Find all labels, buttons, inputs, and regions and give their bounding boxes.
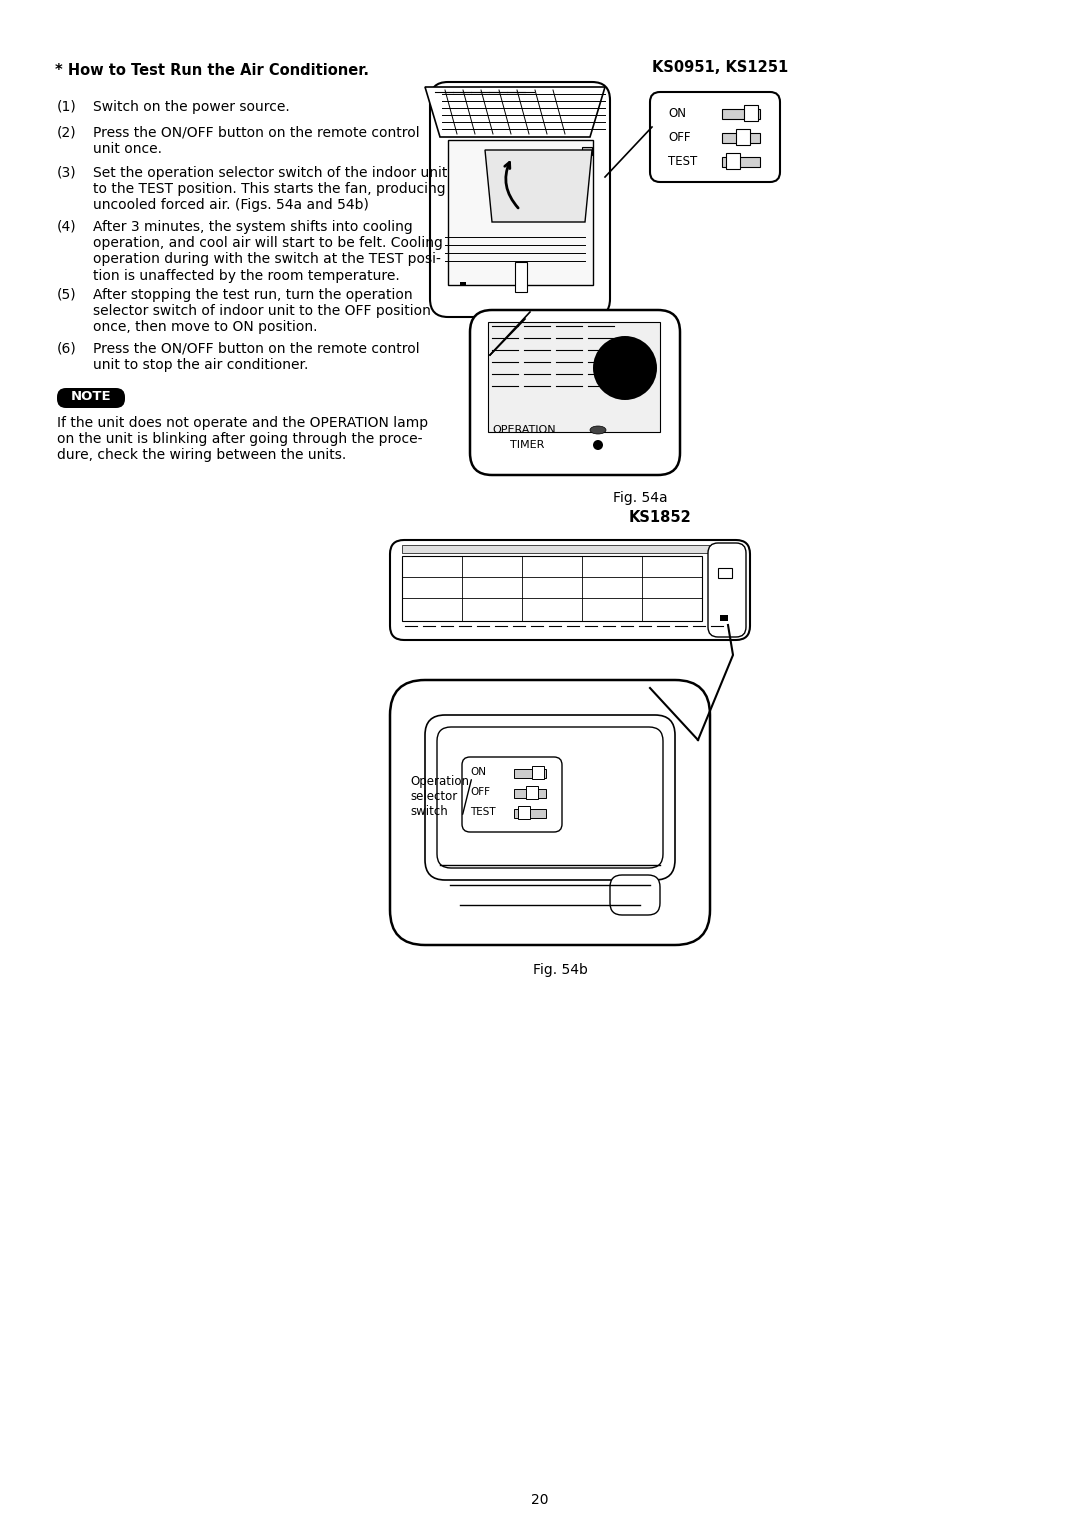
Bar: [515, 261, 527, 292]
Bar: [402, 556, 702, 620]
Text: OFF: OFF: [470, 787, 490, 798]
Text: ON: ON: [669, 107, 686, 121]
Text: TIMER: TIMER: [510, 440, 544, 451]
Text: If the unit does not operate and the OPERATION lamp
on the unit is blinking afte: If the unit does not operate and the OPE…: [57, 416, 428, 463]
Text: After 3 minutes, the system shifts into cooling
operation, and cool air will sta: After 3 minutes, the system shifts into …: [93, 220, 443, 283]
Text: Press the ON/OFF button on the remote control
unit once.: Press the ON/OFF button on the remote co…: [93, 125, 420, 156]
Bar: [514, 788, 546, 798]
Text: TEST: TEST: [669, 154, 698, 168]
Text: Fig. 54a: Fig. 54a: [612, 490, 667, 504]
Bar: [744, 105, 758, 121]
Bar: [518, 805, 530, 819]
Bar: [723, 108, 760, 119]
Bar: [514, 769, 546, 778]
Bar: [726, 153, 740, 170]
Bar: [582, 147, 592, 154]
Text: (2): (2): [57, 125, 77, 141]
FancyBboxPatch shape: [390, 539, 750, 640]
Text: After stopping the test run, turn the operation
selector switch of indoor unit t: After stopping the test run, turn the op…: [93, 287, 431, 335]
Bar: [723, 157, 760, 167]
Text: Press the ON/OFF button on the remote control
unit to stop the air conditioner.: Press the ON/OFF button on the remote co…: [93, 342, 420, 373]
FancyBboxPatch shape: [437, 727, 663, 868]
Text: Operation
selector
switch: Operation selector switch: [410, 775, 469, 817]
FancyBboxPatch shape: [430, 83, 610, 316]
Text: KS1852: KS1852: [629, 510, 691, 526]
Text: * How to Test Run the Air Conditioner.: * How to Test Run the Air Conditioner.: [55, 63, 369, 78]
Bar: [718, 568, 732, 578]
Text: 20: 20: [531, 1493, 549, 1507]
Text: Fig. 54b: Fig. 54b: [532, 963, 588, 976]
FancyBboxPatch shape: [650, 92, 780, 182]
Text: (6): (6): [57, 342, 77, 356]
Text: ON: ON: [470, 767, 486, 778]
Text: TEST: TEST: [470, 807, 496, 817]
Text: (3): (3): [57, 167, 77, 180]
Text: KS0951, KS1251: KS0951, KS1251: [652, 60, 788, 75]
Text: NOTE: NOTE: [70, 390, 111, 403]
FancyBboxPatch shape: [390, 680, 710, 944]
Text: (1): (1): [57, 99, 77, 115]
Text: Set the operation selector switch of the indoor unit
to the TEST position. This : Set the operation selector switch of the…: [93, 167, 447, 212]
Bar: [526, 785, 538, 799]
FancyBboxPatch shape: [708, 542, 746, 637]
Circle shape: [593, 336, 657, 400]
Circle shape: [593, 440, 603, 451]
Text: OPERATION: OPERATION: [492, 425, 555, 435]
Bar: [720, 614, 728, 620]
Bar: [723, 133, 760, 144]
Text: (5): (5): [57, 287, 77, 303]
FancyBboxPatch shape: [462, 756, 562, 833]
Text: OFF: OFF: [669, 131, 690, 144]
Polygon shape: [426, 87, 605, 138]
Bar: [488, 322, 660, 432]
FancyBboxPatch shape: [426, 715, 675, 880]
Bar: [448, 141, 593, 286]
Bar: [514, 808, 546, 817]
FancyBboxPatch shape: [610, 876, 660, 915]
Bar: [532, 766, 544, 779]
Polygon shape: [485, 150, 592, 222]
Text: (4): (4): [57, 220, 77, 234]
Text: Switch on the power source.: Switch on the power source.: [93, 99, 289, 115]
FancyBboxPatch shape: [57, 388, 125, 408]
Ellipse shape: [590, 426, 606, 434]
FancyBboxPatch shape: [470, 310, 680, 475]
Bar: [460, 283, 465, 286]
Bar: [402, 545, 737, 553]
Bar: [735, 128, 750, 145]
